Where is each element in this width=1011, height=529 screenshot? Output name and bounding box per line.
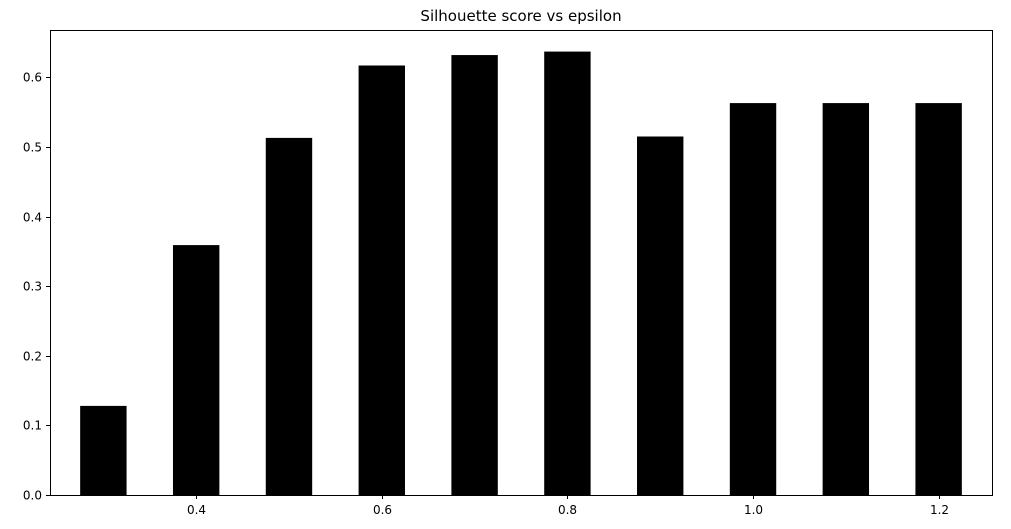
bar-3 — [358, 65, 405, 495]
y-tick-label-0: 0.0 — [23, 489, 42, 503]
bar-4 — [451, 55, 498, 496]
bar-1 — [172, 245, 220, 495]
y-tick-label-3: 0.3 — [23, 280, 42, 294]
bar-9 — [915, 103, 962, 496]
y-axis: 0.0 0.1 0.2 0.3 0.4 0.5 0.6 — [23, 71, 50, 503]
bar-5 — [544, 51, 591, 495]
x-tick-label-4: 1.2 — [930, 503, 949, 517]
plot-frame — [50, 30, 993, 496]
bar-0 — [80, 405, 127, 495]
x-tick-label-1: 0.6 — [373, 503, 392, 517]
bars-group — [80, 51, 962, 496]
chart-title: Silhouette score vs epsilon — [420, 7, 621, 25]
y-tick-label-6: 0.6 — [23, 71, 42, 85]
y-tick-label-5: 0.5 — [23, 141, 42, 155]
bar-6 — [637, 136, 684, 495]
y-tick-label-4: 0.4 — [23, 211, 42, 225]
x-tick-label-0: 0.4 — [187, 503, 206, 517]
y-tick-label-1: 0.1 — [23, 419, 42, 433]
bar-7 — [729, 103, 777, 496]
bar-8 — [822, 103, 870, 496]
bar-2 — [265, 137, 313, 495]
x-axis: 0.4 0.6 0.8 1.0 1.2 — [187, 495, 949, 517]
x-tick-label-2: 0.8 — [558, 503, 577, 517]
y-tick-label-2: 0.2 — [23, 350, 42, 364]
x-tick-label-3: 1.0 — [744, 503, 763, 517]
